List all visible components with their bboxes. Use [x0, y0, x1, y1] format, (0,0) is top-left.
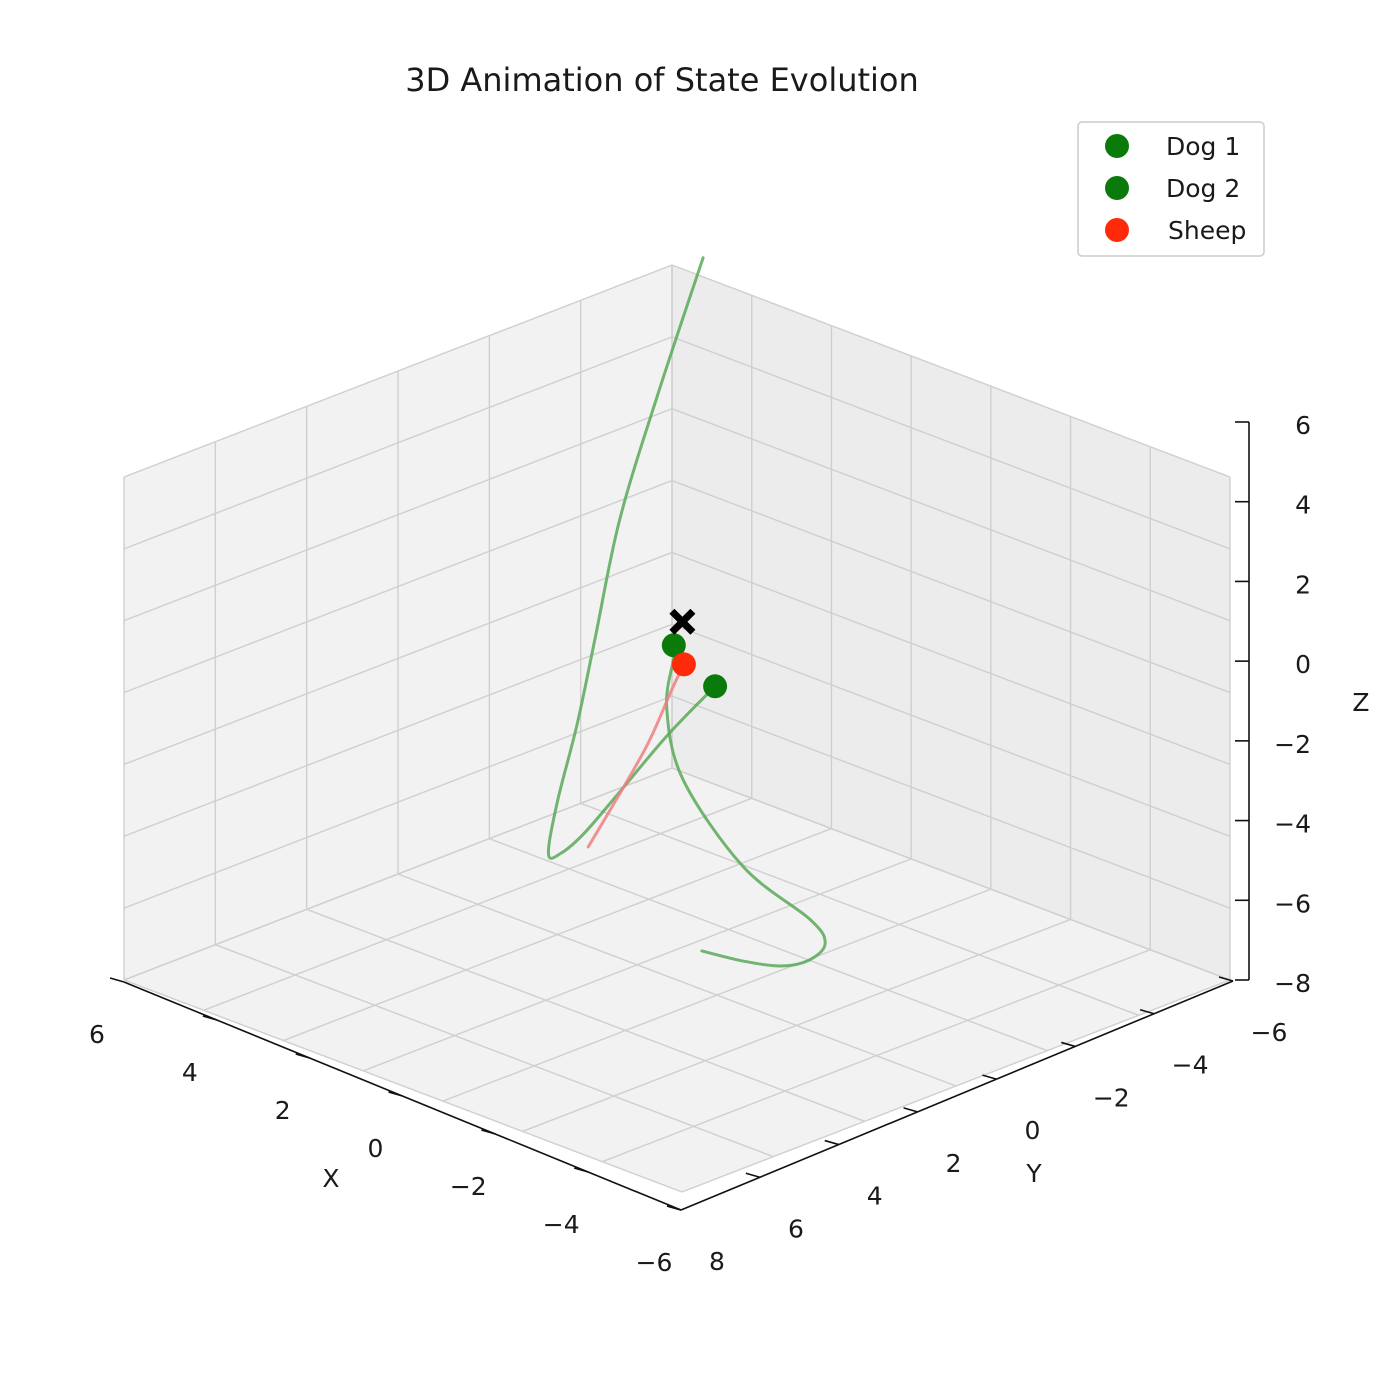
z-tick-label: −4 — [1274, 810, 1311, 839]
marker-dog-1 — [703, 674, 728, 699]
gridline-z-right-wall — [671, 408, 1231, 622]
trail-sheep — [586, 662, 686, 849]
gridline-z-right-wall — [671, 623, 1231, 837]
x-tick-label: −6 — [636, 1248, 673, 1277]
x-tick-label: 2 — [275, 1096, 291, 1125]
target-x-marker — [669, 608, 696, 635]
y-axis-line — [680, 980, 1234, 1211]
gridline-x-floor — [215, 944, 774, 1158]
right-wall-pane — [672, 265, 1230, 980]
gridline-z-right-wall — [671, 336, 1231, 550]
grid-lines — [123, 264, 1231, 1193]
y-tick-mark — [745, 1172, 761, 1179]
chart-title: 3D Animation of State Evolution — [405, 61, 919, 99]
gridline-y-floor — [442, 888, 992, 1102]
x-tick-mark — [388, 1091, 403, 1097]
gridline-z-left-wall — [123, 623, 673, 837]
x-tick-mark — [481, 1129, 496, 1135]
x-tick-mark — [295, 1053, 310, 1059]
y-tick-mark — [1218, 976, 1234, 982]
gridline-x-floor — [306, 908, 865, 1122]
gridline-z-left-wall — [123, 551, 673, 766]
legend: Dog 1 Dog 2 Sheep — [1077, 121, 1265, 257]
y-tick-label: 4 — [867, 1182, 883, 1211]
x-tick-mark — [109, 977, 125, 983]
x-tick-label: −4 — [543, 1210, 580, 1239]
y-tick-label: −2 — [1093, 1083, 1130, 1112]
y-tick-mark — [824, 1139, 839, 1146]
y-tick-label: −6 — [1251, 1018, 1288, 1047]
x-tick-mark — [573, 1167, 589, 1173]
z-tick-label: −2 — [1274, 730, 1311, 759]
y-tick-mark — [903, 1107, 918, 1113]
z-tick-label: 4 — [1295, 491, 1311, 520]
y-tick-mark — [982, 1074, 997, 1080]
gridline-z-right-wall — [671, 551, 1231, 766]
gridline-z-right-wall — [671, 479, 1231, 694]
y-tick-label: 2 — [946, 1149, 962, 1178]
series-markers — [661, 608, 728, 699]
x-tick-label: −2 — [450, 1172, 487, 1201]
gridline-z-left-wall — [123, 336, 673, 550]
y-tick-label: −4 — [1172, 1051, 1209, 1080]
gridline-x-floor — [489, 838, 1048, 1052]
z-tick-label: −6 — [1274, 889, 1311, 918]
gridline-x-floor — [123, 979, 683, 1193]
x-tick-label: 4 — [182, 1058, 198, 1087]
gridline-y-floor — [602, 949, 1151, 1163]
gridline-y-floor — [362, 858, 912, 1072]
legend-marker-dog-1 — [1105, 134, 1129, 158]
gridline-x-floor — [397, 873, 957, 1087]
z-tick-label: 2 — [1295, 570, 1311, 599]
series-trails — [546, 256, 827, 968]
gridline-z-right-wall — [671, 695, 1231, 909]
y-tick-mark — [1139, 1008, 1155, 1015]
tick-marks — [109, 421, 1249, 1211]
y-tick-label: 8 — [709, 1247, 725, 1276]
gridline-z-right-wall — [671, 767, 1231, 981]
y-tick-mark — [666, 1205, 682, 1211]
gridline-z-left-wall — [123, 408, 673, 622]
legend-marker-sheep — [1105, 218, 1129, 242]
gridline-z-left-wall — [123, 767, 673, 981]
y-axis-label: Y — [1025, 1159, 1042, 1188]
target-x-shape — [669, 608, 696, 635]
gridline-y-floor — [203, 797, 752, 1011]
gridline-z-left-wall — [123, 695, 673, 909]
marker-sheep — [671, 652, 696, 677]
marker-dog-2 — [661, 633, 686, 658]
x-tick-label: 6 — [89, 1020, 105, 1049]
gridline-z-left-wall — [123, 479, 673, 694]
axis-panes — [124, 265, 1230, 1192]
legend-label-sheep: Sheep — [1168, 216, 1246, 245]
legend-label-dog-1: Dog 1 — [1166, 132, 1240, 161]
gridline-z-right-wall — [671, 264, 1231, 478]
legend-marker-dog-2 — [1105, 176, 1129, 200]
y-tick-mark — [1061, 1041, 1076, 1048]
y-tick-label: 0 — [1024, 1116, 1040, 1145]
gridline-y-floor — [522, 918, 1071, 1133]
gridline-z-left-wall — [123, 264, 673, 478]
gridline-x-floor — [580, 802, 1139, 1016]
tick-labels: 6 4 2 0 −2 −4 −6 −6 −4 −2 0 2 4 6 8 6 4 2 0 −2 −4 −6 −8 — [89, 411, 1311, 1277]
x-tick-mark — [202, 1015, 218, 1021]
trail-dog-2 — [665, 643, 827, 968]
x-tick-label: 0 — [368, 1134, 384, 1163]
z-tick-label: 0 — [1295, 650, 1311, 679]
x-axis-label: X — [322, 1164, 339, 1193]
y-tick-label: 6 — [788, 1214, 804, 1243]
legend-label-dog-2: Dog 2 — [1166, 174, 1240, 203]
gridline-y-floor — [681, 979, 1231, 1193]
z-tick-label: 6 — [1295, 411, 1311, 440]
z-tick-label: −8 — [1274, 969, 1311, 998]
z-axis-label: Z — [1352, 688, 1369, 717]
